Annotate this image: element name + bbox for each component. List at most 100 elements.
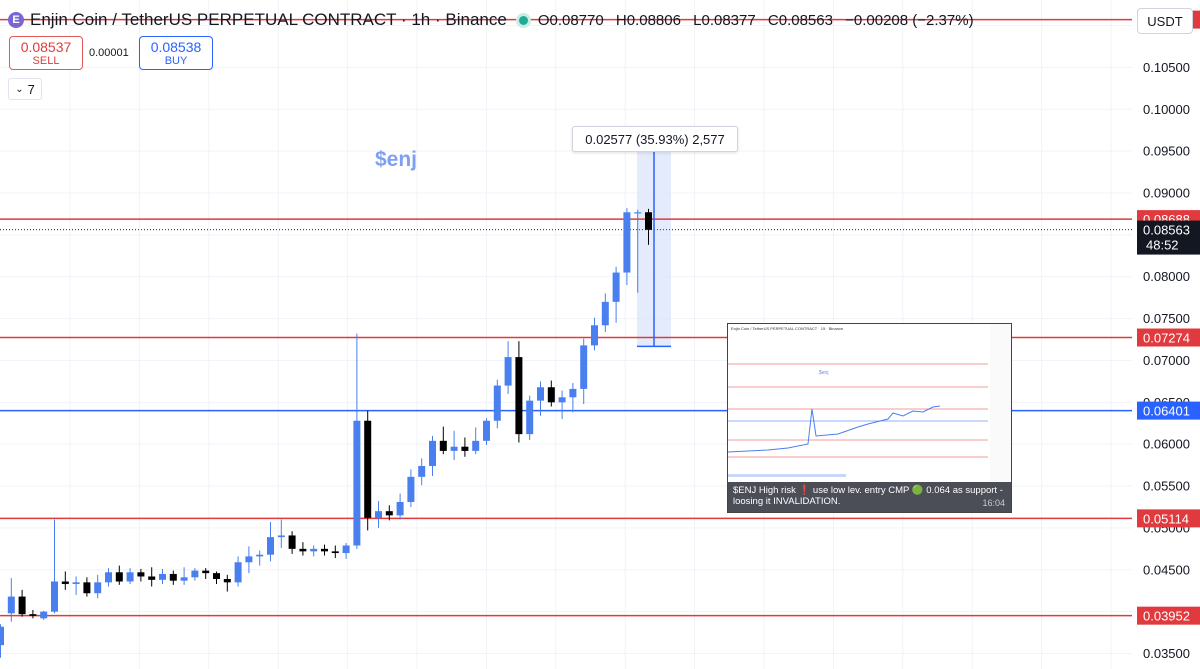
candle (29, 609, 37, 619)
price-tick-label: 0.09000 (1143, 185, 1190, 200)
candle (483, 418, 490, 446)
candle-body (429, 440, 436, 466)
candle (385, 505, 393, 521)
high-key: H (615, 11, 627, 29)
candle-body (0, 626, 4, 646)
candle (245, 546, 253, 574)
candle (105, 568, 112, 587)
candle-body (461, 446, 469, 451)
candle (342, 542, 350, 559)
candle-body (601, 301, 609, 326)
candle (461, 437, 469, 457)
price-level-label: 0.06401 (1143, 404, 1190, 419)
price-tick-label: 0.07500 (1143, 311, 1190, 326)
candle (40, 610, 48, 621)
ohlc-values: O0.08770 H0.08806 L0.08377 C0.08563 −0.0… (538, 12, 974, 29)
price-level-tag (1137, 509, 1200, 528)
last-price-tag (1137, 220, 1200, 255)
currency-selector[interactable]: USDT (1137, 8, 1193, 34)
candle-body (277, 535, 285, 538)
candle-body (342, 545, 350, 554)
price-tick-label: 0.04500 (1143, 562, 1190, 577)
indicator-count: 7 (27, 81, 35, 97)
candle (310, 545, 318, 557)
candle-body (105, 572, 112, 583)
candle (0, 624, 4, 658)
sell-button[interactable]: 0.08537 SELL (9, 36, 83, 70)
inset-mini-chart (728, 324, 1011, 482)
candle-body (267, 537, 274, 555)
candle (7, 578, 15, 622)
change-value: −0.00208 (−2.37%) (845, 11, 974, 29)
candle (612, 266, 620, 323)
indicators-toggle[interactable]: ⌄ 7 (8, 78, 42, 100)
candle-body (364, 420, 372, 518)
candle (547, 380, 555, 407)
candle (223, 574, 231, 592)
buy-label: BUY (164, 54, 188, 67)
candle-body (299, 548, 307, 552)
candle (202, 568, 210, 579)
candle-body (591, 325, 598, 346)
candle-body (504, 357, 512, 386)
candle (396, 493, 404, 520)
candle (537, 381, 544, 416)
candle (569, 383, 577, 413)
symbol-title[interactable]: Enjin Coin / TetherUS PERPETUAL CONTRACT… (30, 10, 507, 29)
enjin-coin-icon: E (8, 12, 24, 28)
spread-value: 0.00001 (89, 47, 129, 59)
market-open-status-icon (518, 15, 528, 25)
candle-body (439, 440, 447, 451)
candle-body (375, 511, 382, 518)
candle-body (418, 465, 426, 477)
sell-price: 0.08537 (20, 38, 72, 55)
candle (375, 501, 382, 528)
candle (439, 426, 447, 455)
chevron-down-icon: ⌄ (15, 83, 24, 95)
candle (472, 427, 480, 455)
buy-button[interactable]: 0.08538 BUY (139, 36, 213, 70)
candle (256, 550, 264, 566)
candle-body (115, 572, 123, 582)
candle (288, 531, 296, 554)
candle (591, 317, 598, 351)
candle (450, 430, 458, 461)
candle (137, 568, 145, 582)
sell-label: SELL (32, 54, 60, 67)
candle-body (623, 212, 631, 273)
candle-body (7, 596, 15, 614)
candle (558, 390, 566, 420)
price-tick-label: 0.07000 (1143, 353, 1190, 368)
price-tick-label: 0.10000 (1143, 102, 1190, 117)
candle-body (61, 581, 69, 585)
candle (299, 542, 307, 556)
high-value: 0.08806 (626, 11, 681, 29)
candle-body (483, 420, 490, 441)
candle (159, 568, 166, 585)
candle (634, 209, 642, 293)
candle-body (385, 511, 393, 516)
candle-body (213, 573, 220, 579)
measure-label: 0.02577 (35.93%) 2,577 (572, 126, 738, 152)
candle (126, 568, 134, 585)
candle-body (245, 556, 253, 563)
close-value: 0.08563 (778, 11, 833, 29)
candle (364, 410, 372, 531)
candle (515, 341, 523, 443)
candle (407, 469, 415, 507)
price-level-label: 0.07274 (1143, 331, 1190, 346)
chat-message: $ENJ High risk ❗ use low lev. entry CMP … (728, 482, 1011, 512)
price-level-label: 0.03952 (1143, 609, 1190, 624)
candle-body (547, 387, 555, 403)
candle (51, 519, 58, 614)
candle-body (526, 400, 534, 435)
price-tick-label: 0.09500 (1143, 144, 1190, 159)
candle-body (645, 212, 652, 230)
close-key: C (767, 11, 779, 29)
candle-body (569, 388, 577, 398)
candle-body (331, 551, 339, 554)
candle (169, 570, 177, 585)
candle-body (40, 611, 48, 619)
candle (267, 522, 274, 562)
